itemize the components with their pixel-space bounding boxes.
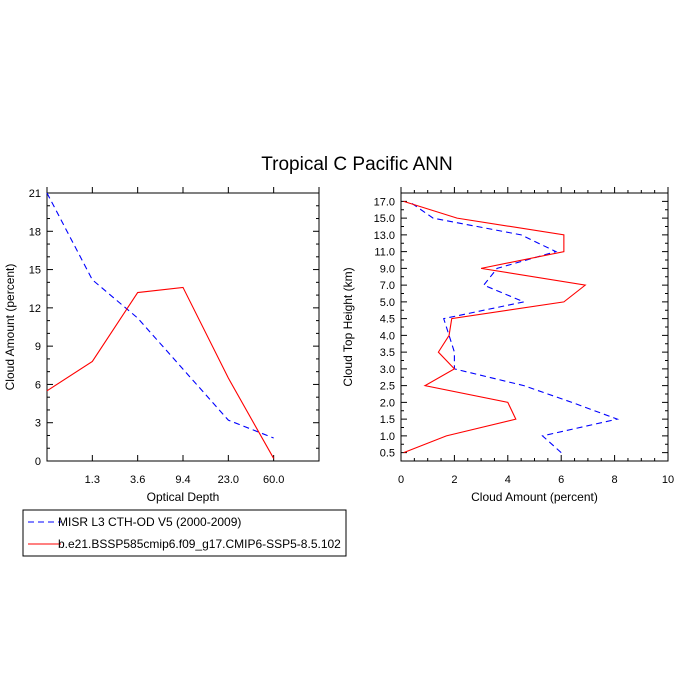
plot-frame: [46, 192, 320, 462]
y-tick-label: 0: [35, 456, 41, 468]
y-tick-label: 3.0: [380, 364, 395, 376]
x-tick-label: 9.4: [175, 474, 190, 486]
legend-label: MISR L3 CTH-OD V5 (2000-2009): [58, 515, 241, 529]
y-tick-label: 18: [29, 226, 41, 238]
x-tick-label: 10: [662, 474, 674, 486]
x-tick-label: 2: [451, 474, 457, 486]
x-tick-label: 60.0: [263, 474, 284, 486]
series-line: [46, 286, 275, 459]
series-line: [408, 200, 620, 454]
x-axis-title: Cloud Amount (percent): [471, 490, 598, 504]
y-tick-label: 11.0: [374, 247, 395, 259]
y-tick-label: 1.5: [380, 414, 395, 426]
plot-frame: [400, 192, 669, 462]
x-tick-label: 4: [505, 474, 511, 486]
x-tick-label: 8: [612, 474, 618, 486]
y-tick-label: 15.0: [374, 213, 395, 225]
y-axis-title: Cloud Amount (percent): [3, 264, 17, 391]
legend-box: [22, 509, 347, 557]
y-tick-label: 3.5: [380, 347, 395, 359]
legend-label: b.e21.BSSP585cmip6.f09_g17.CMIP6-SSP5-8.…: [58, 537, 341, 551]
chart-title: Tropical C Pacific ANN: [261, 154, 452, 175]
legend: MISR L3 CTH-OD V5 (2000-2009) b.e21.BSSP5…: [22, 509, 347, 557]
y-tick-label: 0.5: [380, 448, 395, 460]
y-tick-label: 7.0: [380, 280, 395, 292]
x-axis-title: Optical Depth: [147, 490, 220, 504]
y-tick-label: 21: [29, 188, 41, 200]
y-tick-label: 9: [35, 341, 41, 353]
y-tick-label: 9.0: [380, 263, 395, 275]
series-line: [46, 192, 274, 439]
optical-depth-plot: 0 3 6 9 12 15 18 21 1.3 3.6 9.4 23.0 60.0 Optical Dep…: [3, 187, 320, 504]
y-tick-label: 4.0: [380, 330, 395, 342]
series-line: [403, 200, 587, 454]
y-tick-label: 12: [29, 303, 41, 315]
y-tick-label: 1.0: [380, 431, 395, 443]
y-tick-label: 2.0: [380, 397, 395, 409]
y-tick-label: 4.5: [380, 314, 395, 326]
y-tick-label: 17.0: [374, 196, 395, 208]
x-tick-label: 6: [558, 474, 564, 486]
x-tick-label: 1.3: [85, 474, 100, 486]
y-tick-label: 5.0: [380, 297, 395, 309]
y-tick-label: 2.5: [380, 381, 395, 393]
x-tick-label: 3.6: [130, 474, 145, 486]
y-tick-label: 13.0: [374, 230, 395, 242]
y-axis-title: Cloud Top Height (km): [341, 267, 355, 386]
y-tick-label: 15: [29, 265, 41, 277]
cloud-top-height-plot: 0 2 4 6 8 10 0.5 1.0 1.5 2.0 2.5 3.0 3.5 4.0 4.5 5.0 7.0…: [341, 187, 674, 504]
x-tick-label: 0: [398, 474, 404, 486]
x-tick-label: 23.0: [218, 474, 239, 486]
y-tick-label: 3: [35, 418, 41, 430]
y-tick-label: 6: [35, 379, 41, 391]
